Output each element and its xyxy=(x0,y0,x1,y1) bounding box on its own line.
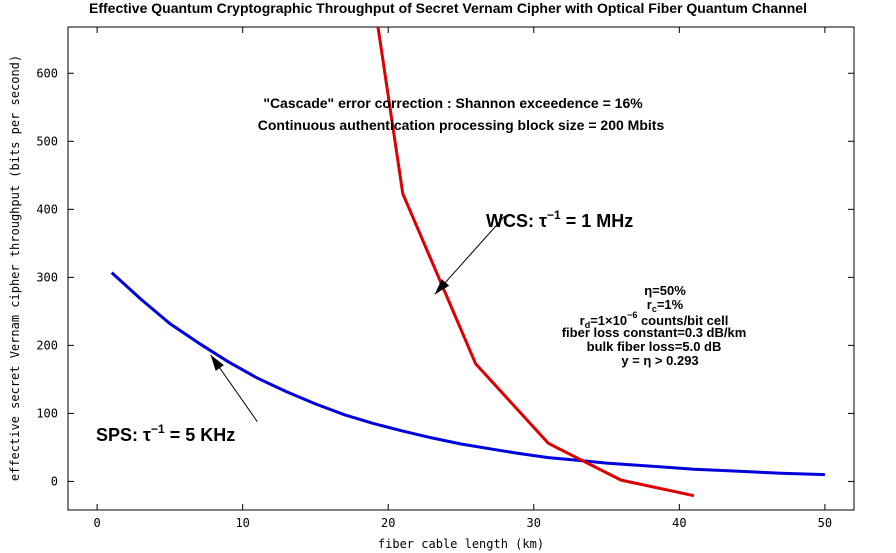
x-tick-label: 30 xyxy=(527,516,541,530)
x-tick-labels: 0 10 20 30 40 50 xyxy=(93,516,832,530)
param-eta: η=50% xyxy=(644,283,686,298)
parameters-block: η=50% rc=1% rd=1×10−6 counts/bit cell fi… xyxy=(562,283,747,368)
series-group xyxy=(110,27,825,498)
note-line-2: Continuous authentication processing blo… xyxy=(258,117,665,133)
param-y: y = η > 0.293 xyxy=(621,353,698,368)
sps-label: SPS: τ−1 = 5 KHz xyxy=(96,422,235,445)
y-tick-label: 600 xyxy=(36,66,58,80)
y-tick-label: 0 xyxy=(51,474,58,488)
wcs-label: WCS: τ−1 = 1 MHz xyxy=(486,208,633,231)
y-tick-label: 400 xyxy=(36,202,58,216)
y-axis-label: effective secret Vernam cipher throughpu… xyxy=(8,55,22,481)
x-tick-label: 20 xyxy=(381,516,395,530)
note-line-1: "Cascade" error correction : Shannon exc… xyxy=(263,95,643,111)
param-rc: rc=1% xyxy=(647,297,684,314)
x-tick-label: 50 xyxy=(818,516,832,530)
y-tick-label: 300 xyxy=(36,270,58,284)
x-tick-label: 40 xyxy=(672,516,686,530)
y-tick-label: 200 xyxy=(36,338,58,352)
x-tick-label: 10 xyxy=(235,516,249,530)
annotation-arrow xyxy=(434,215,506,295)
y-tick-labels: 0 100 200 300 400 500 600 xyxy=(36,66,58,488)
y-tick-label: 100 xyxy=(36,406,58,420)
arrow-head xyxy=(434,279,450,295)
x-axis-label: fiber cable length (km) xyxy=(378,537,544,551)
x-tick-label: 0 xyxy=(93,516,100,530)
param-rd: rd=1×10−6 counts/bit cell xyxy=(580,310,729,330)
axis-ticks xyxy=(68,27,854,510)
plot-frame xyxy=(67,26,855,511)
series-line-sps xyxy=(110,271,825,477)
param-fiber-loss: fiber loss constant=0.3 dB/km xyxy=(562,325,747,340)
param-bulk-loss: bulk fiber loss=5.0 dB xyxy=(587,339,722,354)
chart-title: Effective Quantum Cryptographic Throughp… xyxy=(89,0,807,16)
annotation-arrows xyxy=(210,215,506,422)
arrow-head xyxy=(210,354,224,371)
series-line-wcs xyxy=(376,27,695,498)
y-tick-label: 500 xyxy=(36,134,58,148)
